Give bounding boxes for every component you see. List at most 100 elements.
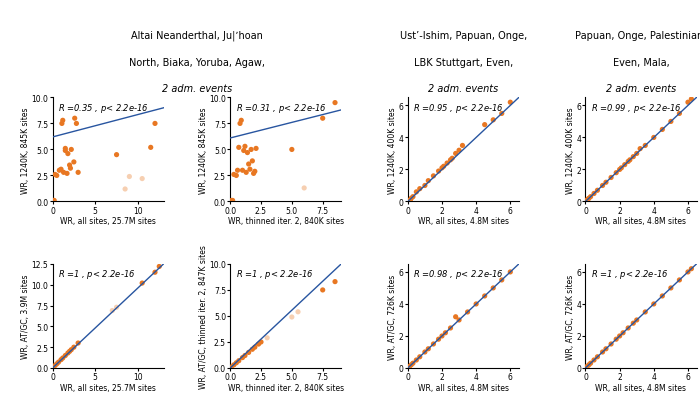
Point bbox=[241, 170, 252, 176]
Text: $R$ =1 , p< 2.2e-16: $R$ =1 , p< 2.2e-16 bbox=[236, 267, 313, 280]
Point bbox=[57, 118, 69, 124]
Point bbox=[111, 304, 122, 311]
Point bbox=[445, 325, 456, 331]
Text: Altai Neanderthal, Ju|ʼhoan: Altai Neanderthal, Ju|ʼhoan bbox=[131, 30, 262, 41]
Point bbox=[286, 314, 297, 321]
Point bbox=[411, 189, 422, 196]
Point bbox=[66, 147, 77, 153]
Point bbox=[60, 353, 71, 359]
Point bbox=[585, 194, 596, 200]
Point bbox=[249, 344, 260, 351]
Point bbox=[624, 157, 636, 164]
Point bbox=[447, 155, 458, 162]
Point bbox=[488, 117, 499, 124]
Point bbox=[145, 145, 156, 151]
Point bbox=[433, 336, 444, 343]
Point bbox=[64, 162, 75, 169]
Point bbox=[488, 285, 499, 292]
Point bbox=[470, 301, 482, 308]
Point bbox=[73, 340, 84, 346]
Point bbox=[648, 135, 659, 142]
Point bbox=[496, 277, 507, 283]
Point bbox=[606, 341, 617, 347]
Point bbox=[226, 364, 237, 370]
Point bbox=[597, 183, 608, 189]
Point bbox=[57, 355, 69, 362]
Point bbox=[50, 172, 61, 178]
Point bbox=[237, 168, 248, 174]
Point bbox=[51, 173, 62, 179]
Text: Papuan, Onge, Palestinian,: Papuan, Onge, Palestinian, bbox=[575, 31, 700, 41]
Text: $R$ =0.99 , p< 2.2e-16: $R$ =0.99 , p< 2.2e-16 bbox=[591, 101, 682, 114]
Point bbox=[55, 357, 66, 363]
Point bbox=[330, 100, 341, 107]
Text: $R$ =0.98 , p< 2.2e-16: $R$ =0.98 , p< 2.2e-16 bbox=[414, 267, 504, 280]
Point bbox=[262, 335, 273, 341]
Point bbox=[241, 150, 253, 157]
Point bbox=[231, 360, 242, 366]
Point bbox=[299, 185, 310, 192]
Point bbox=[450, 151, 461, 157]
Point bbox=[610, 170, 622, 177]
Point bbox=[428, 341, 439, 347]
Point bbox=[682, 269, 694, 276]
Point bbox=[620, 162, 631, 169]
Point bbox=[414, 186, 426, 193]
Point bbox=[317, 116, 328, 122]
Point bbox=[55, 166, 66, 173]
Y-axis label: WR, AT/GC, thinned iter. 2, 847K sites: WR, AT/GC, thinned iter. 2, 847K sites bbox=[199, 245, 208, 388]
Y-axis label: WR, 1240K, 845K sites: WR, 1240K, 845K sites bbox=[199, 107, 208, 193]
Point bbox=[610, 336, 622, 343]
Point bbox=[614, 167, 625, 173]
Point bbox=[674, 111, 685, 117]
Point bbox=[601, 346, 612, 352]
Point bbox=[614, 333, 625, 339]
Point bbox=[62, 350, 74, 356]
Point bbox=[403, 198, 414, 204]
Point bbox=[423, 178, 434, 184]
Point bbox=[583, 362, 594, 368]
Point bbox=[582, 197, 593, 204]
X-axis label: WR, thinned iter. 2, 840K sites: WR, thinned iter. 2, 840K sites bbox=[228, 216, 344, 225]
Point bbox=[423, 346, 434, 352]
Point bbox=[239, 144, 251, 150]
Point bbox=[404, 363, 415, 370]
Point bbox=[54, 168, 65, 174]
Point bbox=[457, 143, 468, 149]
Text: $R$ =1 , p< 2.2e-16: $R$ =1 , p< 2.2e-16 bbox=[591, 267, 668, 280]
Point bbox=[682, 100, 694, 106]
Point bbox=[657, 293, 668, 299]
Point bbox=[445, 157, 456, 164]
Point bbox=[60, 146, 71, 152]
Point bbox=[606, 175, 617, 181]
Text: Ust’-Ishim, Papuan, Onge,: Ust’-Ishim, Papuan, Onge, bbox=[400, 31, 527, 41]
Point bbox=[227, 198, 238, 204]
Point bbox=[479, 122, 490, 128]
Point bbox=[71, 121, 82, 127]
Text: Even, Mala,: Even, Mala, bbox=[612, 58, 669, 67]
Point bbox=[69, 116, 80, 122]
Point bbox=[233, 145, 244, 151]
Point bbox=[149, 269, 160, 276]
Point bbox=[589, 191, 600, 197]
X-axis label: WR, all sites, 25.7M sites: WR, all sites, 25.7M sites bbox=[60, 216, 156, 225]
Point bbox=[62, 151, 74, 157]
Point bbox=[48, 198, 59, 204]
Point bbox=[60, 148, 71, 154]
Point bbox=[69, 344, 80, 351]
Text: 2 adm. events: 2 adm. events bbox=[606, 84, 676, 94]
Point bbox=[583, 196, 594, 202]
X-axis label: WR, all sites, 4.8M sites: WR, all sites, 4.8M sites bbox=[596, 383, 687, 391]
X-axis label: WR, thinned iter. 2, 840K sites: WR, thinned iter. 2, 840K sites bbox=[228, 383, 344, 391]
Point bbox=[248, 171, 259, 177]
Point bbox=[433, 169, 444, 175]
Point bbox=[69, 159, 80, 166]
Point bbox=[237, 355, 248, 361]
Point bbox=[622, 159, 634, 165]
Point bbox=[247, 346, 258, 353]
Point bbox=[65, 166, 76, 172]
Point bbox=[622, 325, 634, 331]
Point bbox=[244, 166, 256, 173]
Text: 2 adm. events: 2 adm. events bbox=[428, 84, 498, 94]
Point bbox=[616, 165, 627, 172]
